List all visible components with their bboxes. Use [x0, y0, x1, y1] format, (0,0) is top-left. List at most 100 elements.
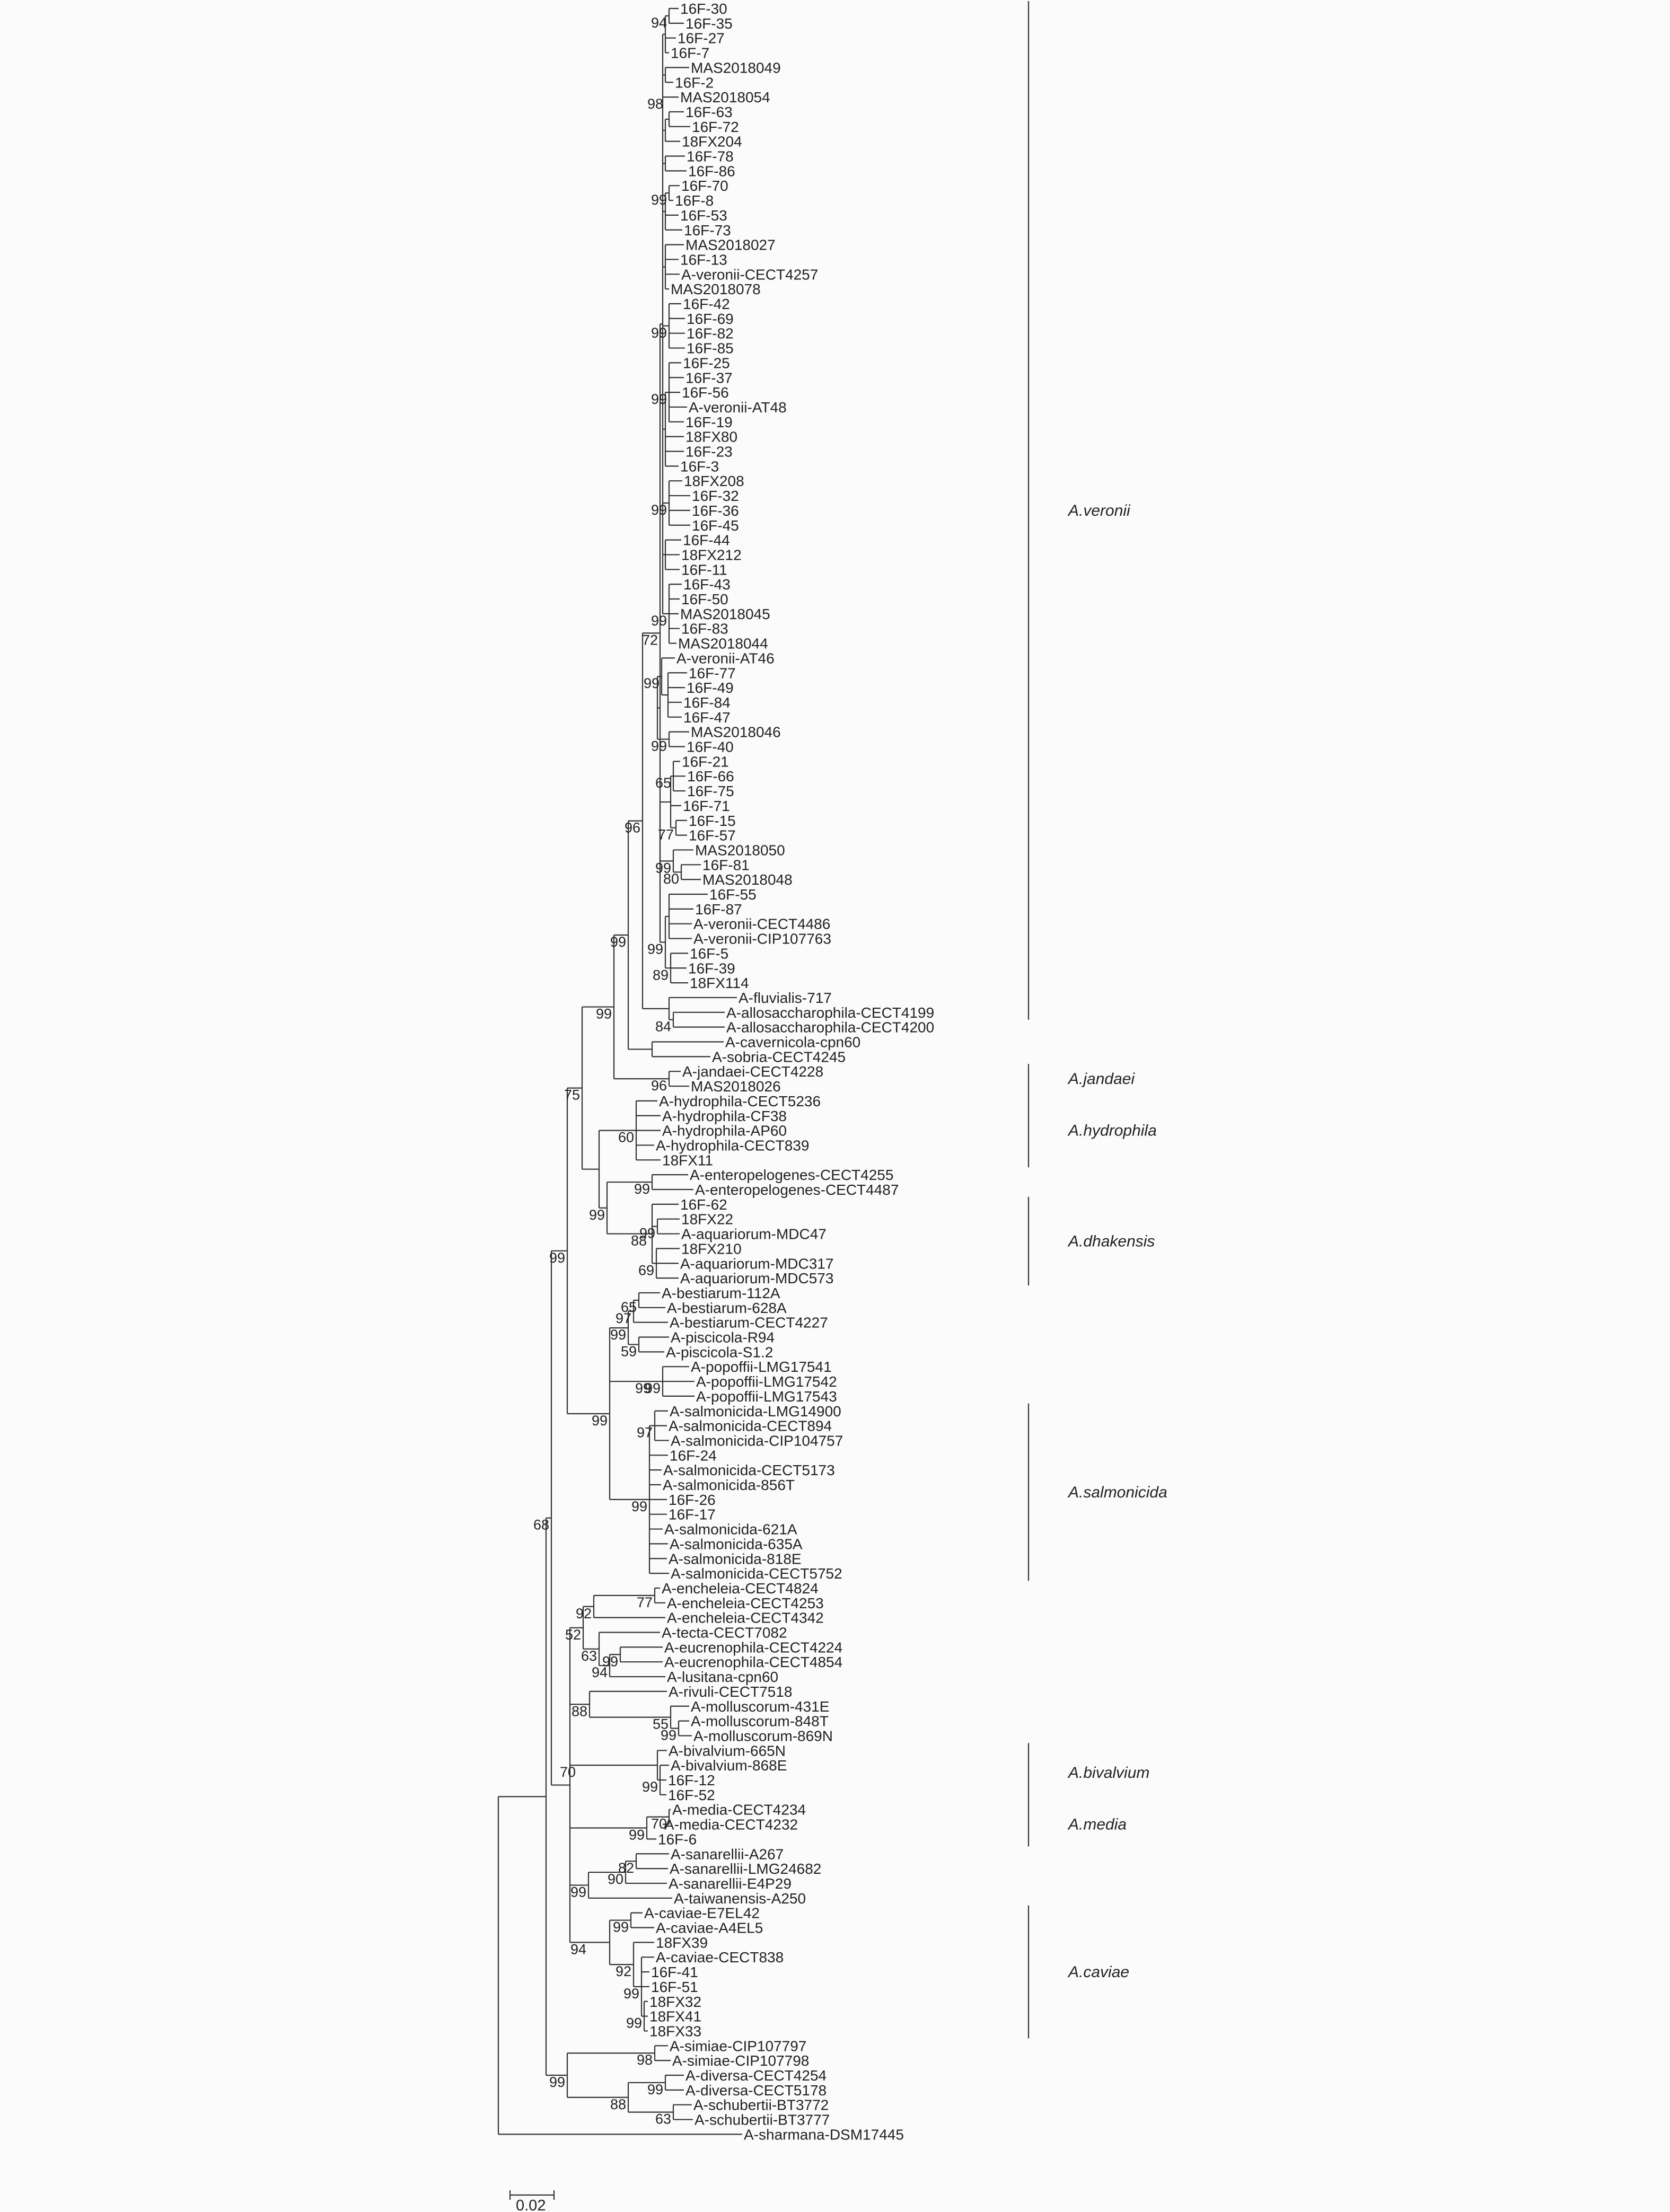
- bootstrap-values: 9498999999999999996577809989997284969996…: [533, 15, 679, 2127]
- taxon-label: A-bestiarum-CECT4227: [670, 1315, 828, 1331]
- taxon-label: 16F-7: [671, 45, 709, 61]
- taxon-label: 16F-87: [695, 901, 742, 918]
- taxon-label: A-hydrophila-CF38: [662, 1108, 787, 1124]
- taxon-label: A-salmonicida-621A: [664, 1521, 797, 1538]
- taxon-label: 18FX11: [662, 1152, 713, 1168]
- taxon-label: A-caviae-A4EL5: [656, 1920, 763, 1936]
- bootstrap-value: 77: [637, 1594, 653, 1610]
- bootstrap-value: 99: [642, 1779, 658, 1795]
- bootstrap-value: 59: [621, 1343, 637, 1359]
- taxon-label: A-tecta-CECT7082: [662, 1625, 787, 1641]
- bootstrap-value: 70: [560, 1764, 576, 1780]
- taxon-label: A-eucrenophila-CECT4854: [664, 1654, 842, 1670]
- bootstrap-value: 75: [564, 1087, 580, 1103]
- bootstrap-value: 77: [658, 827, 674, 843]
- bootstrap-value: 72: [642, 632, 658, 648]
- taxon-label: 18FX210: [681, 1240, 742, 1257]
- taxon-label: A-veronii-CIP107763: [693, 931, 831, 947]
- taxon-label: A-media-CECT4234: [672, 1802, 806, 1818]
- taxon-label: A-salmonicida-856T: [663, 1477, 795, 1493]
- taxon-label: A-jandaei-CECT4228: [682, 1063, 823, 1080]
- taxon-label: A-hydrophila-AP60: [662, 1123, 787, 1139]
- taxon-label: A-schubertii-BT3772: [693, 2097, 829, 2113]
- clade-label: A.hydrophila: [1067, 1122, 1157, 1140]
- bootstrap-value: 99: [647, 941, 663, 957]
- bootstrap-value: 99: [651, 738, 667, 754]
- taxon-label: MAS2018044: [678, 636, 768, 652]
- taxon-label: 18FX32: [649, 1994, 701, 2010]
- taxon-label: MAS2018026: [691, 1078, 781, 1095]
- bootstrap-value: 99: [661, 1728, 676, 1743]
- bootstrap-value: 52: [565, 1627, 581, 1643]
- bootstrap-value: 70: [651, 1816, 667, 1832]
- bootstrap-value: 65: [621, 1299, 637, 1315]
- bootstrap-value: 69: [638, 1262, 654, 1278]
- taxon-label: 16F-30: [680, 1, 727, 17]
- taxon-label: 16F-3: [680, 458, 719, 474]
- taxon-label: 16F-8: [675, 192, 714, 209]
- taxon-label: 16F-63: [685, 104, 733, 120]
- taxon-label: 16F-82: [687, 325, 734, 342]
- taxon-label: 16F-81: [702, 857, 750, 873]
- taxon-label: A-media-CECT4232: [664, 1817, 798, 1833]
- bootstrap-value: 60: [618, 1130, 634, 1145]
- taxon-label: MAS2018045: [680, 606, 770, 622]
- taxon-label: A-aquariorum-MDC47: [681, 1226, 827, 1242]
- bootstrap-value: 97: [616, 1310, 631, 1326]
- taxon-label: 16F-13: [680, 251, 727, 268]
- taxon-label: 18FX33: [649, 2023, 701, 2039]
- bootstrap-value: 63: [581, 1648, 597, 1664]
- taxon-label: 16F-53: [680, 207, 727, 224]
- taxon-label: A-hydrophila-CECT5236: [659, 1093, 821, 1109]
- taxon-label: 16F-2: [675, 74, 714, 91]
- bootstrap-value: 68: [533, 1517, 549, 1533]
- taxon-label: 16F-25: [683, 355, 730, 371]
- taxon-label: 16F-49: [687, 680, 734, 696]
- taxon-label: 18FX41: [649, 2008, 701, 2025]
- bootstrap-value: 99: [634, 1181, 650, 1197]
- taxon-label: MAS2018049: [691, 59, 781, 76]
- taxon-label: A-diversa-CECT5178: [685, 2082, 827, 2099]
- tree-branches: [497, 7, 742, 2135]
- taxon-label: A-piscicola-R94: [671, 1329, 775, 1346]
- bootstrap-value: 99: [570, 1884, 586, 1900]
- bootstrap-value: 94: [651, 15, 667, 31]
- taxon-label: 18FX208: [684, 473, 744, 489]
- taxon-label: 16F-23: [685, 444, 733, 460]
- bootstrap-value: 99: [655, 860, 671, 876]
- taxon-label: A-encheleia-CECT4342: [667, 1610, 824, 1626]
- bootstrap-value: 97: [637, 1425, 653, 1441]
- taxon-label: MAS2018046: [691, 724, 781, 741]
- taxon-label: MAS2018054: [680, 89, 770, 105]
- taxon-label: 16F-51: [651, 1979, 698, 1995]
- bootstrap-value: 94: [592, 1664, 608, 1680]
- taxon-label: 18FX204: [682, 134, 742, 150]
- taxon-label: A-allosaccharophila-CECT4200: [726, 1019, 934, 1036]
- taxon-label: 16F-44: [683, 532, 730, 549]
- taxon-label: A-popoffii-LMG17541: [691, 1359, 832, 1375]
- taxon-label: A-salmonicida-LMG14900: [670, 1403, 841, 1420]
- taxon-label: A-bestiarum-628A: [667, 1300, 787, 1316]
- taxon-label: A-caviae-E7EL42: [644, 1905, 760, 1922]
- bootstrap-value: 99: [647, 2082, 663, 2098]
- taxon-label: A-caviae-CECT838: [656, 1949, 784, 1966]
- clade-label: A.media: [1067, 1816, 1127, 1834]
- bootstrap-value: 99: [635, 1380, 651, 1396]
- bootstrap-value: 99: [596, 1006, 612, 1022]
- bootstrap-value: 99: [651, 613, 667, 629]
- taxon-label: A-sanarellii-LMG24682: [670, 1861, 821, 1877]
- taxon-label: A-simiae-CIP107797: [670, 2038, 806, 2054]
- taxon-label: 16F-24: [670, 1447, 717, 1464]
- taxon-label: 16F-77: [689, 665, 736, 681]
- clade-label: A.caviae: [1067, 1963, 1129, 1981]
- taxon-label: 16F-84: [683, 694, 731, 711]
- taxon-label: A-salmonicida-CECT5173: [663, 1462, 835, 1478]
- taxon-label: 16F-52: [668, 1787, 715, 1803]
- taxon-label: A-encheleia-CECT4253: [667, 1595, 824, 1611]
- taxon-label: 16F-78: [687, 148, 734, 165]
- taxon-label: A-rivuli-CECT7518: [669, 1684, 792, 1700]
- bootstrap-value: 99: [629, 1827, 645, 1843]
- taxon-label: A-fluvialis-717: [739, 990, 832, 1006]
- taxon-label: 16F-42: [683, 296, 730, 312]
- taxon-label: A-salmonicida-CECT5752: [671, 1565, 842, 1582]
